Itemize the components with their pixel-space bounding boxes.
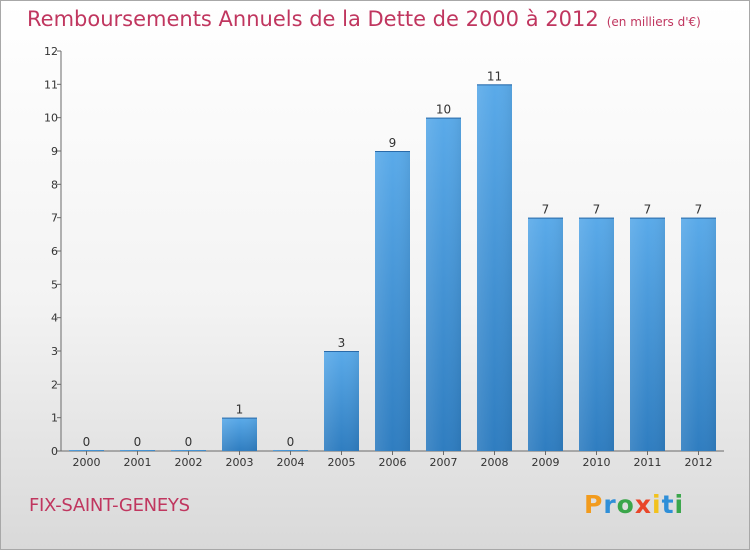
y-tick-label: 11 <box>44 78 58 91</box>
logo-letter: r <box>603 490 617 519</box>
y-tick-label: 7 <box>51 212 58 225</box>
x-tick-label: 2011 <box>634 456 662 469</box>
x-tick-label: 2012 <box>685 456 713 469</box>
bar-shine <box>69 450 104 451</box>
logo-letter: P <box>584 490 604 519</box>
bar-shine <box>477 84 512 451</box>
y-tick-label: 9 <box>51 145 58 158</box>
y-tick-label: 0 <box>51 445 58 458</box>
y-tick-label: 3 <box>51 345 58 358</box>
x-tick-label: 2003 <box>226 456 254 469</box>
y-tick-label: 5 <box>51 278 58 291</box>
bar-shine <box>528 217 563 451</box>
town-name: FIX-SAINT-GENEYS <box>29 495 190 516</box>
bar-shine <box>222 417 257 451</box>
data-label: 1 <box>236 403 244 417</box>
x-tick-label: 2005 <box>328 456 356 469</box>
y-tick-label: 2 <box>51 378 58 391</box>
x-tick-label: 2010 <box>583 456 611 469</box>
x-tick-label: 2009 <box>532 456 560 469</box>
data-label: 7 <box>593 203 601 217</box>
bar-shine <box>324 351 359 451</box>
y-tick-label: 6 <box>51 245 58 258</box>
bar-shine <box>171 450 206 451</box>
x-tick-label: 2008 <box>481 456 509 469</box>
data-label: 0 <box>134 435 142 449</box>
y-tick-label: 10 <box>44 112 58 125</box>
data-label: 9 <box>389 136 397 150</box>
data-label: 11 <box>487 69 502 83</box>
x-tick-label: 2006 <box>379 456 407 469</box>
logo-letter: x <box>634 490 652 519</box>
x-tick-label: 2001 <box>124 456 152 469</box>
bar-shine <box>681 217 716 451</box>
y-tick-label: 1 <box>51 412 58 425</box>
logo-letter: i <box>652 490 662 519</box>
x-tick-label: 2007 <box>430 456 458 469</box>
y-tick-label: 12 <box>44 45 58 58</box>
bar-shine <box>375 151 410 451</box>
proxiti-logo: Proxiti <box>584 490 684 519</box>
data-label: 0 <box>185 435 193 449</box>
bar-shine <box>273 450 308 451</box>
title-text: Remboursements Annuels de la Dette de 20… <box>27 7 599 31</box>
bar-shine <box>426 117 461 452</box>
bar-shine <box>630 217 665 451</box>
data-label: 7 <box>542 203 550 217</box>
data-label: 7 <box>644 203 652 217</box>
data-label: 7 <box>695 203 703 217</box>
x-tick-label: 2004 <box>277 456 305 469</box>
y-tick-label: 4 <box>51 312 58 325</box>
x-tick-label: 2000 <box>73 456 101 469</box>
data-label: 0 <box>287 435 295 449</box>
chart-title: Remboursements Annuels de la Dette de 20… <box>27 7 701 31</box>
data-label: 3 <box>338 336 346 350</box>
bar-shine <box>120 450 155 451</box>
logo-letter: t <box>661 490 675 519</box>
x-tick-label: 2002 <box>175 456 203 469</box>
logo-letter: o <box>616 490 635 519</box>
unit-label: (en milliers d'€) <box>606 15 701 29</box>
data-label: 0 <box>83 435 91 449</box>
bar-shine <box>579 217 614 451</box>
logo-letter: i <box>674 490 685 519</box>
y-tick-label: 8 <box>51 178 58 191</box>
data-label: 10 <box>436 103 451 117</box>
